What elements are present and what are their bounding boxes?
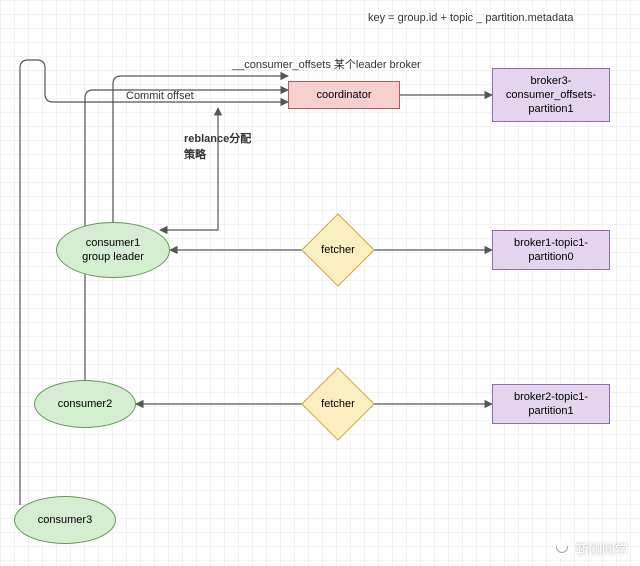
edge-rebalance [160,108,218,230]
node-fetcher2-label: fetcher [321,398,355,410]
label-consumer-offsets-leader: __consumer_offsets 某个leader broker [232,56,421,72]
watermark-text: 靳刚同学 [576,539,628,558]
header-formula: key = group.id + topic _ partition.metad… [368,12,573,24]
node-consumer2: consumer2 [34,380,136,428]
node-consumer3-label: consumer3 [38,513,92,527]
node-coordinator-label: coordinator [316,88,371,102]
node-broker1-label: broker1-topic1- partition0 [514,236,588,265]
node-broker1: broker1-topic1- partition0 [492,230,610,270]
node-coordinator: coordinator [288,81,400,109]
node-consumer2-label: consumer2 [58,397,112,411]
edge-commit-c3 [20,60,288,505]
label-commit-offset: Commit offset [126,90,194,102]
node-consumer1: consumer1 group leader [56,222,170,278]
node-broker2: broker2-topic1- partition1 [492,384,610,424]
node-fetcher1-label: fetcher [321,244,355,256]
node-fetcher1: fetcher [312,224,364,276]
node-fetcher2: fetcher [312,378,364,430]
wechat-icon [552,540,570,558]
watermark: 靳刚同学 [552,539,628,558]
label-rebalance-strategy: reblance分配 策略 [184,130,251,162]
node-consumer3: consumer3 [14,496,116,544]
node-consumer1-label: consumer1 group leader [82,236,144,265]
node-broker3: broker3- consumer_offsets- partition1 [492,68,610,122]
node-broker2-label: broker2-topic1- partition1 [514,390,588,419]
node-broker3-label: broker3- consumer_offsets- partition1 [506,74,596,117]
